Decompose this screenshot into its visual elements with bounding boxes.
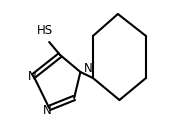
Text: N: N — [43, 104, 52, 116]
Text: N: N — [28, 70, 37, 83]
Text: HS: HS — [37, 23, 53, 37]
Text: N: N — [83, 61, 92, 75]
